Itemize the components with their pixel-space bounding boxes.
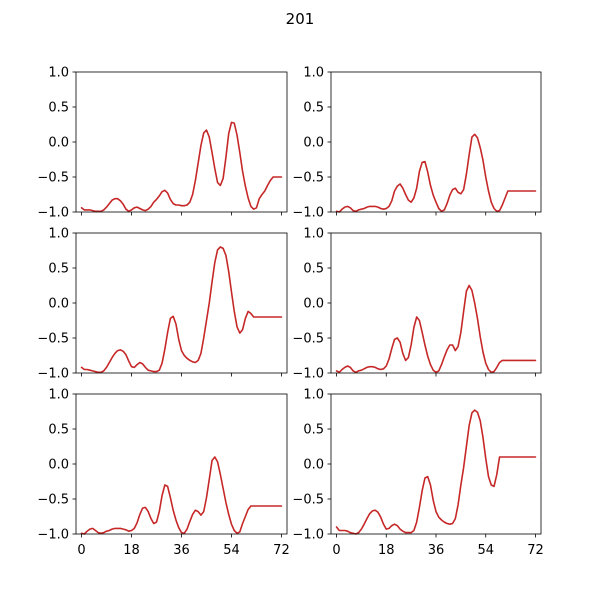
y-tick-label: 0.0 (303, 297, 324, 312)
x-tick-label: 72 (527, 543, 544, 558)
x-tick-label: 36 (428, 543, 445, 558)
x-tick-label: 18 (378, 543, 395, 558)
y-tick-label: −1.0 (37, 367, 69, 382)
series-line-0 (335, 284, 537, 374)
y-tick-label: 1.0 (48, 388, 69, 403)
y-tick-label: −1.0 (292, 206, 324, 221)
y-tick-label: −1.0 (37, 206, 69, 221)
x-tick-label: 18 (123, 543, 140, 558)
y-tick-label: 1.0 (303, 388, 324, 403)
y-tick-label: 0.0 (48, 136, 69, 151)
series-line-0 (80, 456, 283, 535)
subplot-bottom-left: −1.0 −0.5 0.0 0.5 1.0 0 18 36 54 72 (37, 388, 289, 559)
y-tick-label: 0.0 (48, 458, 69, 473)
y-tick-label: 0.5 (48, 101, 69, 116)
y-tick-label: 0.5 (48, 423, 69, 438)
y-tick-label: 1.0 (303, 66, 324, 81)
y-tick-label: −1.0 (292, 367, 324, 382)
figure-title: 201 (286, 10, 315, 28)
y-tick-label: 0.5 (48, 262, 69, 277)
y-tick-label: −0.5 (292, 493, 324, 508)
y-tick-label: 0.0 (303, 136, 324, 151)
x-tick-label: 54 (477, 543, 494, 558)
series-line-0 (80, 121, 283, 213)
y-tick-label: 0.5 (303, 262, 324, 277)
y-tick-label: 1.0 (303, 227, 324, 242)
y-tick-label: −0.5 (37, 493, 69, 508)
x-tick-label: 0 (77, 543, 85, 558)
x-tick-label: 54 (223, 543, 240, 558)
subplot-bottom-right: −1.0 −0.5 0.0 0.5 1.0 0 18 36 54 72 (292, 388, 543, 559)
y-tick-label: 1.0 (48, 66, 69, 81)
subplot-middle-left: −1.0 −0.5 0.0 0.5 1.0 (37, 227, 288, 382)
subplot-top-right: −1.0 −0.5 0.0 0.5 1.0 (292, 66, 542, 221)
y-tick-label: −1.0 (292, 528, 324, 543)
series-line-0 (80, 246, 283, 374)
y-tick-label: −0.5 (37, 332, 69, 347)
x-tick-label: 36 (173, 543, 190, 558)
y-tick-label: −0.5 (292, 171, 324, 186)
y-tick-label: −1.0 (37, 528, 69, 543)
y-tick-label: −0.5 (37, 171, 69, 186)
x-tick-label: 72 (273, 543, 290, 558)
series-line-0 (335, 409, 537, 535)
y-tick-label: −0.5 (292, 332, 324, 347)
axes-frame (75, 393, 288, 535)
y-tick-label: 0.5 (303, 101, 324, 116)
x-tick-label: 0 (332, 543, 340, 558)
y-tick-label: 0.0 (48, 297, 69, 312)
axes-frame (330, 232, 542, 374)
y-tick-label: 1.0 (48, 227, 69, 242)
subplot-top-left: −1.0 −0.5 0.0 0.5 1.0 (37, 66, 288, 221)
axes-frame (75, 71, 288, 213)
y-tick-label: 0.5 (303, 423, 324, 438)
subplot-middle-right: −1.0 −0.5 0.0 0.5 1.0 (292, 227, 542, 382)
y-tick-label: 0.0 (303, 458, 324, 473)
series-line-0 (335, 133, 537, 213)
